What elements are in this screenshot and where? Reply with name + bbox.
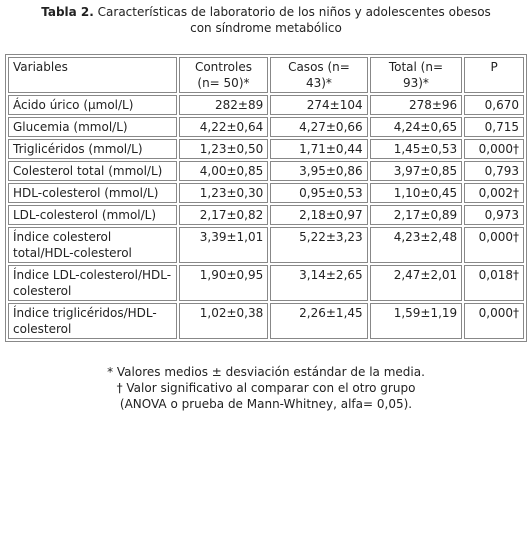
- table-row: Índice triglicéridos/HDL-colesterol 1,02±…: [8, 303, 524, 339]
- value-cell: 0,002†: [464, 183, 524, 203]
- value-cell: 0,793: [464, 161, 524, 181]
- table-row: LDL-colesterol (mmol/L) 2,17±0,82 2,18±0,9…: [8, 205, 524, 225]
- variable-cell: Índice triglicéridos/HDL-colesterol: [8, 303, 177, 339]
- value-cell: 1,59±1,19: [369, 303, 463, 339]
- table-row: Glucemia (mmol/L) 4,22±0,64 4,27±0,66 4,24±…: [8, 117, 524, 137]
- value-cell: 4,27±0,66: [270, 117, 368, 137]
- value-cell: Controles (n= 50)*: [178, 57, 269, 93]
- value-cell: 0,018†: [464, 265, 524, 301]
- value-cell: Total (n= 93)*: [369, 57, 463, 93]
- value-cell: 4,00±0,85: [178, 161, 269, 181]
- table-row: HDL-colesterol (mmol/L) 1,23±0,30 0,95±0,5…: [8, 183, 524, 203]
- data-table: Variables Controles (n= 50)* Casos (n= 43)…: [5, 54, 527, 342]
- variable-cell: Variables: [8, 57, 177, 93]
- footnotes: * Valores medios ± desviación estándar d…: [0, 364, 532, 412]
- variable-cell: Triglicéridos (mmol/L): [8, 139, 177, 159]
- value-cell: 3,97±0,85: [369, 161, 463, 181]
- value-cell: 0,973: [464, 205, 524, 225]
- value-cell: 0,715: [464, 117, 524, 137]
- value-cell: 2,47±2,01: [369, 265, 463, 301]
- table-row: Índice LDL-colesterol/HDL-colesterol 1,90…: [8, 265, 524, 301]
- variable-cell: LDL-colesterol (mmol/L): [8, 205, 177, 225]
- value-cell: 4,22±0,64: [178, 117, 269, 137]
- variable-cell: Glucemia (mmol/L): [8, 117, 177, 137]
- value-cell: 2,17±0,89: [369, 205, 463, 225]
- table-row: Ácido úrico (µmol/L) 282±89 274±104 278±96 0…: [8, 95, 524, 115]
- value-cell: 1,90±0,95: [178, 265, 269, 301]
- value-cell: 3,14±2,65: [270, 265, 368, 301]
- variable-cell: HDL-colesterol (mmol/L): [8, 183, 177, 203]
- value-cell: 2,17±0,82: [178, 205, 269, 225]
- footnote: † Valor significativo al comparar con el…: [116, 381, 416, 395]
- title-label: Tabla 2.: [41, 5, 94, 19]
- value-cell: 5,22±3,23: [270, 227, 368, 263]
- value-cell: 1,23±0,30: [178, 183, 269, 203]
- title-text: Características de laboratorio de los ni…: [97, 5, 491, 35]
- value-cell: 0,000†: [464, 303, 524, 339]
- variable-cell: Índice colesterol total/HDL-colesterol: [8, 227, 177, 263]
- value-cell: 282±89: [178, 95, 269, 115]
- value-cell: 3,95±0,86: [270, 161, 368, 181]
- table-row: Colesterol total (mmol/L) 4,00±0,85 3,95±0…: [8, 161, 524, 181]
- value-cell: 2,18±0,97: [270, 205, 368, 225]
- header-row: Variables Controles (n= 50)* Casos (n= 43)…: [8, 57, 524, 93]
- variable-cell: Ácido úrico (µmol/L): [8, 95, 177, 115]
- value-cell: 1,02±0,38: [178, 303, 269, 339]
- variable-cell: Colesterol total (mmol/L): [8, 161, 177, 181]
- value-cell: 0,670: [464, 95, 524, 115]
- value-cell: Casos (n= 43)*: [270, 57, 368, 93]
- value-cell: P: [464, 57, 524, 93]
- value-cell: 4,23±2,48: [369, 227, 463, 263]
- value-cell: 0,000†: [464, 227, 524, 263]
- value-cell: 0,000†: [464, 139, 524, 159]
- value-cell: 1,23±0,50: [178, 139, 269, 159]
- table-row: Triglicéridos (mmol/L) 1,23±0,50 1,71±0,44…: [8, 139, 524, 159]
- footnote: * Valores medios ± desviación estándar d…: [107, 365, 425, 379]
- value-cell: 2,26±1,45: [270, 303, 368, 339]
- value-cell: 4,24±0,65: [369, 117, 463, 137]
- value-cell: 274±104: [270, 95, 368, 115]
- value-cell: 1,45±0,53: [369, 139, 463, 159]
- table-title: Tabla 2. Características de laboratorio …: [0, 0, 532, 48]
- value-cell: 0,95±0,53: [270, 183, 368, 203]
- value-cell: 1,10±0,45: [369, 183, 463, 203]
- footnote: (ANOVA o prueba de Mann-Whitney, alfa= 0…: [119, 397, 413, 411]
- value-cell: 3,39±1,01: [178, 227, 269, 263]
- value-cell: 278±96: [369, 95, 463, 115]
- value-cell: 1,71±0,44: [270, 139, 368, 159]
- variable-cell: Índice LDL-colesterol/HDL-colesterol: [8, 265, 177, 301]
- table-row: Índice colesterol total/HDL-colesterol 3,…: [8, 227, 524, 263]
